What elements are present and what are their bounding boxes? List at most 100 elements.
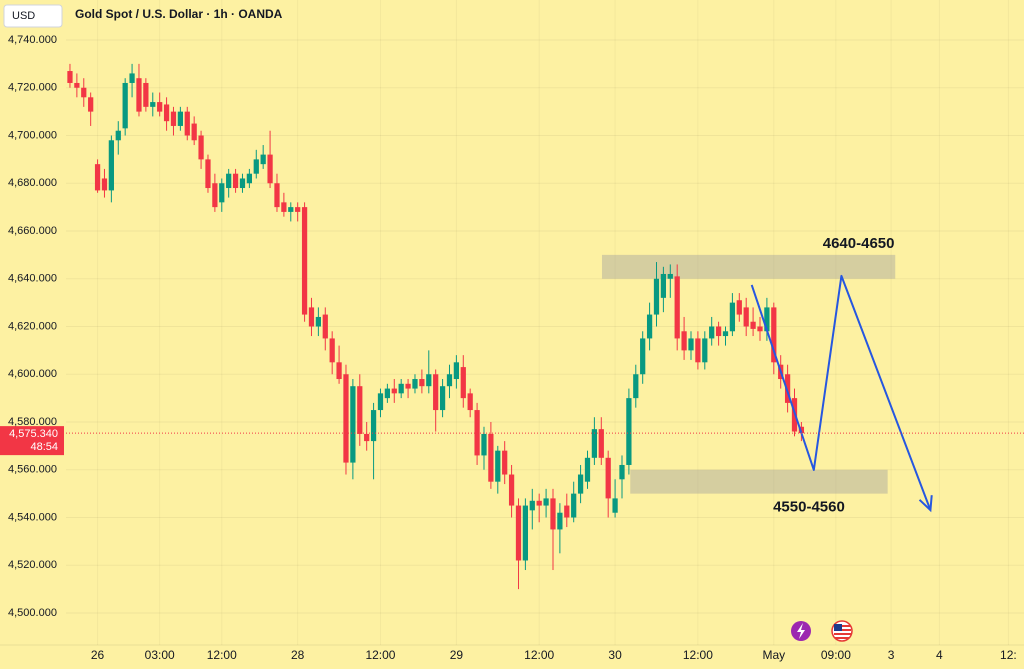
candle-body bbox=[736, 300, 742, 315]
candle-body bbox=[308, 307, 315, 327]
candle-body bbox=[274, 183, 280, 208]
y-tick-label: 4,720.000 bbox=[8, 82, 57, 94]
candle-body bbox=[377, 393, 384, 411]
y-tick-label: 4,540.000 bbox=[8, 511, 57, 523]
candle-body bbox=[219, 183, 225, 203]
candle-body bbox=[184, 111, 190, 136]
candle-body bbox=[336, 362, 342, 380]
candle-body bbox=[419, 379, 425, 387]
candle-body bbox=[398, 383, 404, 394]
candle-body bbox=[170, 111, 177, 126]
candle-body bbox=[577, 474, 584, 494]
y-tick-label: 4,660.000 bbox=[8, 225, 57, 237]
candle-body bbox=[163, 104, 170, 122]
candle-body bbox=[370, 410, 377, 442]
header: USD Gold Spot / U.S. Dollar · 1h · OANDA bbox=[3, 4, 283, 28]
candle-body bbox=[764, 307, 770, 332]
x-tick-label: 30 bbox=[608, 648, 622, 662]
candle-body bbox=[357, 386, 363, 434]
candle-body bbox=[129, 73, 135, 83]
y-tick-label: 4,520.000 bbox=[8, 559, 57, 571]
candle-body bbox=[226, 173, 232, 189]
zones: 4640-4650 4550-4560 bbox=[601, 235, 896, 516]
candle-body bbox=[88, 97, 94, 112]
candle-body bbox=[426, 374, 432, 387]
candle-body bbox=[329, 338, 335, 363]
candle-body bbox=[412, 379, 418, 389]
candle-body bbox=[205, 159, 211, 189]
x-tick-label: 12:00 bbox=[207, 648, 237, 662]
x-tick-label: 12:00 bbox=[683, 648, 713, 662]
countdown-label: 48:54 bbox=[30, 441, 58, 453]
candle-body bbox=[143, 82, 149, 107]
x-tick-label: 12:00 bbox=[524, 648, 554, 662]
candle-body bbox=[101, 178, 108, 191]
candle-body bbox=[522, 505, 529, 561]
candle-body bbox=[784, 374, 791, 403]
candle-body bbox=[667, 273, 673, 279]
candle-body bbox=[198, 135, 204, 160]
candle-body bbox=[557, 512, 563, 530]
x-tick-label: 12:00 bbox=[365, 648, 395, 662]
candle-body bbox=[750, 321, 756, 329]
last-price-box bbox=[0, 426, 64, 456]
x-tick-label: 28 bbox=[291, 648, 305, 662]
candle-body bbox=[350, 386, 356, 463]
candle-body bbox=[619, 464, 625, 480]
candle-body bbox=[612, 498, 618, 513]
candle-body bbox=[315, 316, 322, 327]
candle-body bbox=[446, 374, 453, 387]
candle-body bbox=[108, 140, 114, 191]
candle-body bbox=[322, 314, 328, 339]
candle-body bbox=[239, 178, 246, 189]
y-tick-label: 4,580.000 bbox=[8, 416, 57, 428]
candle-body bbox=[232, 173, 239, 189]
candle-body bbox=[150, 102, 156, 107]
candle-body bbox=[495, 450, 501, 482]
candle-body bbox=[660, 273, 667, 298]
candle-body bbox=[564, 505, 570, 518]
candle-body bbox=[191, 123, 197, 141]
candle-body bbox=[584, 457, 591, 482]
candle-body bbox=[433, 374, 439, 411]
candle-body bbox=[633, 374, 639, 399]
zone-label: 4550-4560 bbox=[773, 499, 845, 516]
currency-label: USD bbox=[12, 10, 35, 22]
zone bbox=[601, 254, 896, 279]
candle-body bbox=[67, 71, 73, 83]
candle-body bbox=[598, 429, 604, 458]
grid bbox=[66, 0, 1024, 645]
candle-body bbox=[212, 183, 218, 208]
candle-body bbox=[481, 433, 487, 456]
candle-body bbox=[439, 386, 446, 411]
lightning-icon bbox=[797, 623, 805, 639]
zone-label: 4640-4650 bbox=[823, 235, 895, 252]
x-tick-label: May bbox=[762, 648, 785, 662]
currency-button[interactable] bbox=[3, 4, 63, 28]
candle-body bbox=[364, 433, 370, 442]
candle-body bbox=[246, 173, 252, 184]
x-tick-label: 29 bbox=[450, 648, 464, 662]
candle-body bbox=[260, 154, 266, 165]
y-tick-label: 4,680.000 bbox=[8, 177, 57, 189]
x-tick-label: 12: bbox=[1000, 648, 1017, 662]
candle-body bbox=[702, 338, 708, 363]
candle-body bbox=[646, 314, 653, 339]
candle-body bbox=[488, 433, 494, 482]
candle-body bbox=[253, 159, 259, 174]
zone bbox=[630, 469, 888, 494]
x-tick-label: 03:00 bbox=[145, 648, 175, 662]
y-tick-label: 4,600.000 bbox=[8, 368, 57, 380]
x-tick-label: 09:00 bbox=[821, 648, 851, 662]
candle-body bbox=[281, 202, 287, 212]
candle-body bbox=[136, 78, 142, 112]
candle-body bbox=[681, 331, 687, 351]
candle-body bbox=[674, 276, 680, 339]
last-price-label: 4,575.340 bbox=[9, 428, 58, 440]
chart-title: Gold Spot / U.S. Dollar · 1h · OANDA bbox=[75, 7, 283, 21]
candle-body bbox=[729, 302, 736, 332]
axes: 4,500.000 4,520.000 4,540.000 4,560.000 4,58… bbox=[0, 34, 1024, 662]
candle-body bbox=[405, 383, 411, 389]
